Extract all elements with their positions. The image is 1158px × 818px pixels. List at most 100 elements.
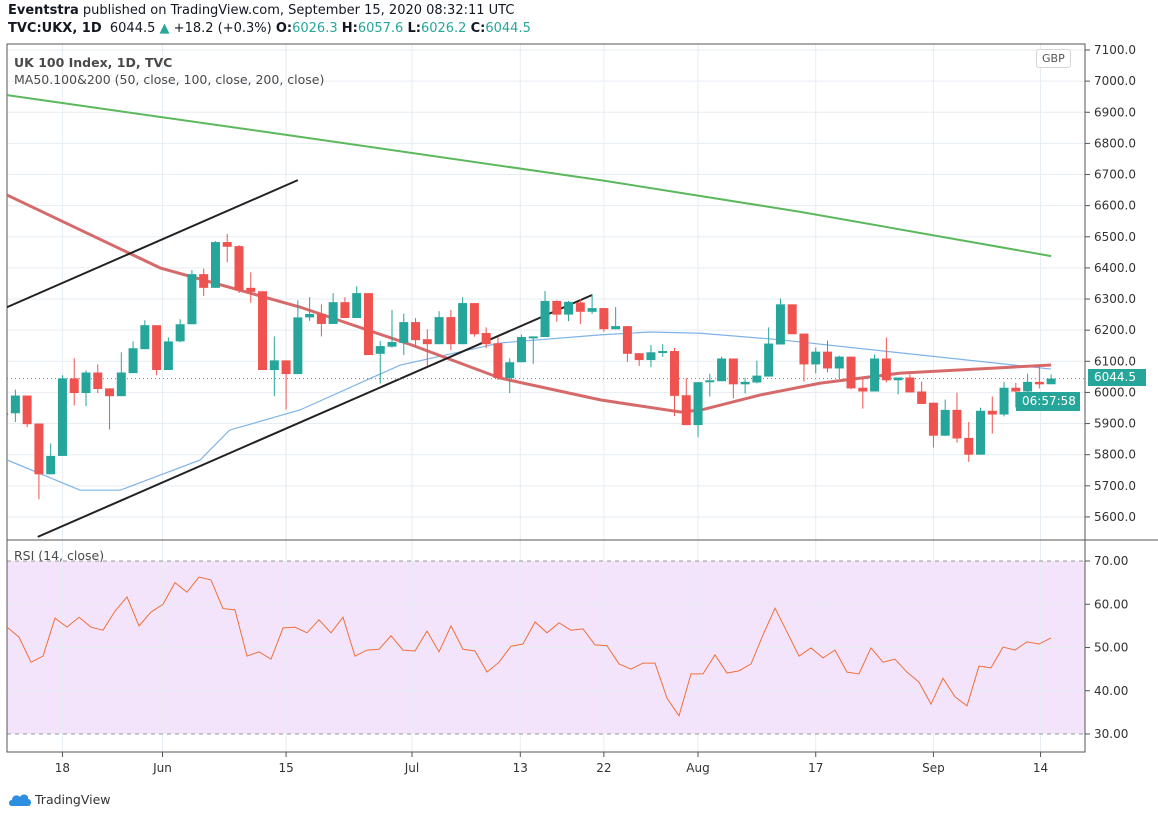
candle-body (140, 325, 150, 350)
candle-body (93, 372, 103, 390)
candle-body (669, 351, 679, 396)
candle-body (7, 413, 9, 416)
rsi-tick-label: 60.00 (1094, 597, 1128, 611)
last-price-tag: 6044.5 (1088, 369, 1146, 386)
candle-body (681, 395, 691, 426)
candle-body (752, 375, 762, 383)
time-tick-label: 13 (513, 761, 528, 775)
candle-body (481, 332, 491, 345)
legend-ma[interactable]: MA50.100&200 (50, close, 100, close, 200… (14, 72, 325, 87)
price-tick-label: 7000.0 (1094, 74, 1136, 88)
chart-legend: UK 100 Index, 1D, TVC MA50.100&200 (50, … (14, 54, 324, 88)
candle-body (187, 274, 197, 325)
price-tick-label: 6900.0 (1094, 105, 1136, 119)
candle-body (269, 360, 279, 371)
candle-body (434, 317, 444, 345)
last-price: 6044.5 (109, 21, 156, 36)
candle-body (940, 409, 950, 436)
candle-body (658, 351, 668, 354)
candle-body (846, 356, 856, 389)
candle-body (599, 308, 609, 330)
rsi-tick-label: 30.00 (1094, 727, 1128, 741)
candle-body (258, 291, 268, 371)
price-tick-label: 6200.0 (1094, 323, 1136, 337)
candle-body (375, 346, 385, 354)
candle-body (281, 360, 291, 375)
time-tick-label: 14 (1033, 761, 1048, 775)
candle-body (199, 274, 209, 288)
candle-body (999, 387, 1009, 415)
rsi-tick-label: 40.00 (1094, 684, 1128, 698)
candle-body (363, 293, 373, 356)
time-tick-label: Jul (404, 761, 419, 775)
candle-body (210, 242, 220, 288)
candle-body (116, 372, 126, 397)
candle-body (1011, 387, 1021, 392)
time-tick-label: Jun (152, 761, 172, 775)
candle-body (764, 343, 774, 377)
price-tick-label: 6300.0 (1094, 292, 1136, 306)
symbol: TVC:UKX, 1D (8, 21, 102, 36)
price-tick-label: 6400.0 (1094, 261, 1136, 275)
candle-body (22, 395, 32, 425)
candle-body (870, 358, 880, 392)
candle-body (740, 381, 750, 385)
candle-body (564, 301, 574, 315)
time-tick-label: 22 (596, 761, 611, 775)
time-tick-label: 18 (55, 761, 70, 775)
candle-body (305, 313, 315, 318)
brand-name: TradingView (35, 791, 111, 807)
candle-body (928, 402, 938, 436)
candle-body (917, 391, 927, 404)
price-tick-label: 7100.0 (1094, 43, 1136, 57)
candle-body (328, 302, 338, 324)
candle-body (964, 437, 974, 455)
tradingview-cloud-icon (9, 794, 31, 806)
low-label: L: (407, 21, 421, 36)
price-tick-label: 5900.0 (1094, 417, 1136, 431)
candle-body (693, 382, 703, 426)
tradingview-logo[interactable]: TradingView (8, 790, 111, 808)
candle-body (128, 348, 138, 374)
trend-line (37, 294, 593, 538)
publish-text: published on TradingView.com, September … (82, 3, 515, 18)
candle-body (411, 322, 421, 341)
candle-body (905, 377, 915, 393)
candle-body (881, 358, 891, 381)
chart-border (6, 43, 1086, 753)
candle-body (1023, 381, 1033, 392)
candle-body (858, 387, 868, 392)
candle-body (952, 409, 962, 439)
candle-body (811, 351, 821, 365)
price-tick-label: 5700.0 (1094, 479, 1136, 493)
author-name[interactable]: Eventstra (8, 3, 79, 18)
candle-body (823, 351, 832, 369)
price-tick-label: 6800.0 (1094, 136, 1136, 150)
candle-body (799, 333, 809, 365)
candle-body (787, 304, 797, 335)
ma50-line (7, 193, 1052, 414)
rsi-line (6, 576, 1052, 718)
price-tick-label: 5600.0 (1094, 510, 1136, 524)
candle-body (505, 362, 515, 379)
candle-body (622, 326, 632, 354)
time-tick-label: Sep (922, 761, 945, 775)
time-tick-label: 15 (278, 761, 293, 775)
rsi-legend[interactable]: RSI (14, close) (14, 548, 105, 563)
close-label: C: (470, 21, 486, 36)
candle-body (634, 353, 644, 361)
time-tick-label: Aug (686, 761, 709, 775)
price-tick-label: 6700.0 (1094, 168, 1136, 182)
candle-body (234, 246, 244, 291)
candle-body (152, 325, 162, 371)
bar-countdown: 06:57:58 (1016, 392, 1080, 411)
candle-body (222, 242, 232, 247)
candle-body (775, 304, 785, 345)
candle-body (69, 378, 79, 394)
candle-body (552, 300, 562, 315)
candle-body (446, 317, 456, 345)
candle-body (717, 358, 727, 382)
time-tick-label: 17 (808, 761, 823, 775)
candle-body (893, 377, 903, 381)
